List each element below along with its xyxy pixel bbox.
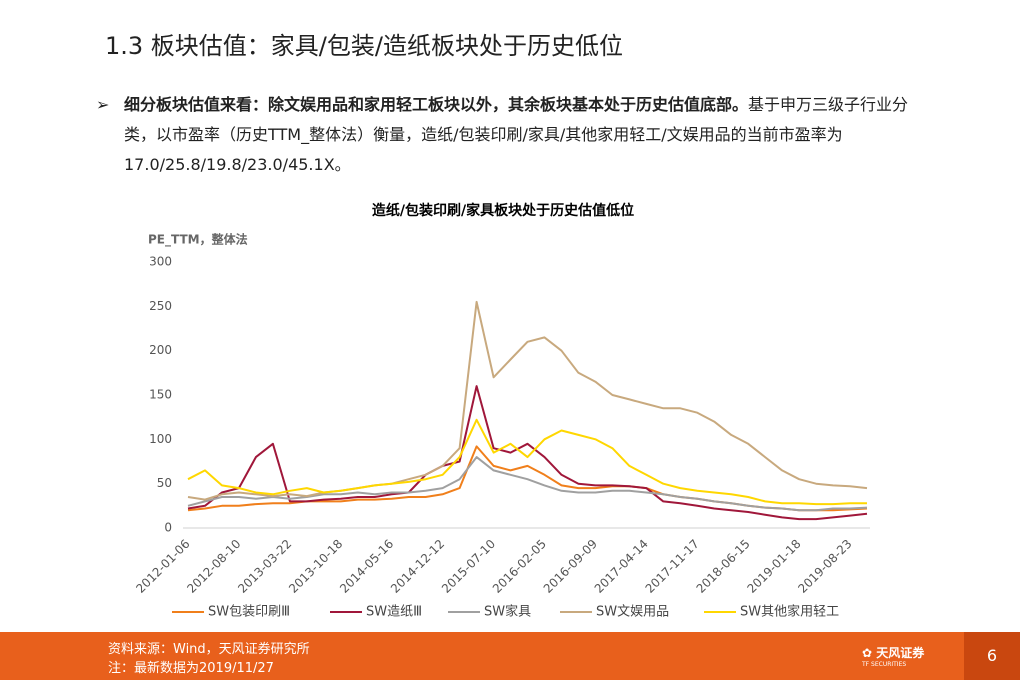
x-tick-label: 2017-04-14 <box>592 537 651 596</box>
x-tick-label: 2019-08-23 <box>795 537 854 596</box>
note: 注：最新数据为2019/11/27 <box>108 661 274 676</box>
legend-label: SW包装印刷Ⅲ <box>208 605 290 620</box>
chart: 造纸/包装印刷/家具板块处于历史估值低位 PE_TTM，整体法 0 50 100 15… <box>133 202 870 620</box>
x-tick-label: 2018-06-15 <box>694 537 753 596</box>
y-axis-label: PE_TTM，整体法 <box>148 232 248 248</box>
page-number: 6 <box>964 632 1020 680</box>
x-tick-label: 2013-03-22 <box>235 537 294 596</box>
y-tick-label: 100 <box>149 432 172 446</box>
y-tick-label: 250 <box>149 299 172 313</box>
x-tick-label: 2012-01-06 <box>133 537 192 596</box>
legend-label: SW造纸Ⅲ <box>366 605 422 620</box>
bullet-marker: ➢ <box>96 95 110 114</box>
x-tick-label: 2019-01-18 <box>744 537 803 596</box>
x-tick-label: 2016-09-09 <box>541 537 600 596</box>
legend-label: SW家具 <box>484 604 531 620</box>
bullet-paragraph: 细分板块估值来看：除文娱用品和家用轻工板块以外，其余板块基本处于历史估值底部。基… <box>124 90 926 180</box>
legend-label: SW其他家用轻工 <box>740 604 839 620</box>
y-tick-label: 50 <box>157 476 172 490</box>
x-tick-label: 2014-12-12 <box>388 537 447 596</box>
bullet: ➢ 细分板块估值来看：除文娱用品和家用轻工板块以外，其余板块基本处于历史估值底部。… <box>96 90 926 180</box>
series-line <box>187 300 868 501</box>
y-tick-label: 200 <box>149 343 172 357</box>
x-tick-label: 2014-05-16 <box>337 537 396 596</box>
series-line <box>187 456 868 512</box>
series-line <box>187 385 868 521</box>
source: 资料来源：Wind，天风证券研究所 <box>108 642 310 657</box>
x-tick-label: 2015-07-10 <box>439 537 498 596</box>
y-tick-label: 150 <box>149 388 172 402</box>
logo-text: 天风证券 <box>876 646 925 660</box>
logo-en: TF SECURITIES <box>862 661 907 668</box>
x-tick-label: 2012-08-10 <box>184 537 243 596</box>
bullet-bold: 细分板块估值来看：除文娱用品和家用轻工板块以外，其余板块基本处于历史估值底部。 <box>124 95 749 114</box>
x-tick-label: 2016-02-05 <box>490 537 549 596</box>
bullet-text: 基于申万三级子行业分类，以市盈率（历史TTM_整体法）衡量，造纸/包装印刷/家具… <box>124 95 909 174</box>
footer: 资料来源：Wind，天风证券研究所 注：最新数据为2019/11/27 ✿ 天风… <box>0 632 1020 680</box>
logo: ✿ 天风证券 TF SECURITIES <box>862 646 925 668</box>
legend-label: SW文娱用品 <box>596 605 669 620</box>
chart-title: 造纸/包装印刷/家具板块处于历史估值低位 <box>372 202 634 219</box>
y-tick-label: 0 <box>164 521 172 535</box>
y-tick-label: 300 <box>149 255 172 269</box>
x-tick-label: 2017-11-17 <box>643 537 702 596</box>
series-line <box>187 418 867 506</box>
x-tick-label: 2013-10-18 <box>286 537 345 596</box>
slide-title: 1.3 板块估值：家具/包装/造纸板块处于历史低位 <box>105 32 623 60</box>
